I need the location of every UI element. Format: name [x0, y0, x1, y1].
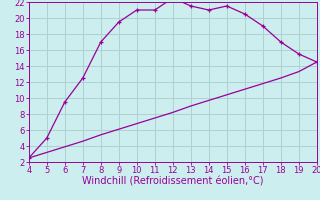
X-axis label: Windchill (Refroidissement éolien,°C): Windchill (Refroidissement éolien,°C): [82, 177, 264, 187]
